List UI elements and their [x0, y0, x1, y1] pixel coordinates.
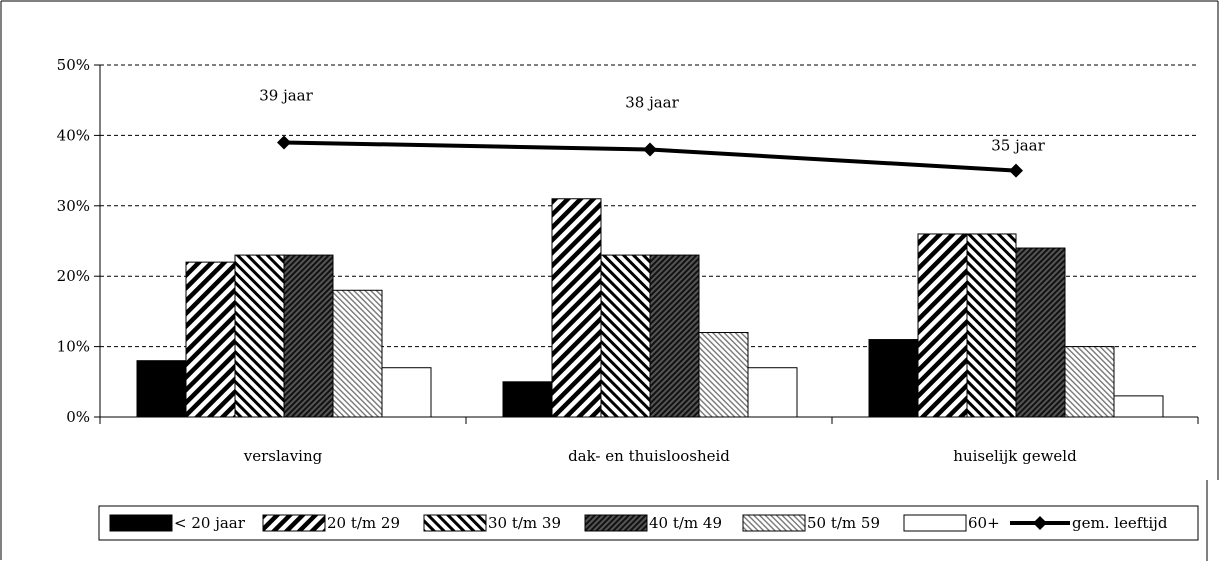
- legend-swatch: [262, 514, 326, 532]
- legend-swatch: [903, 514, 967, 532]
- bar: [234, 254, 285, 418]
- legend-label: 20 t/m 29: [327, 514, 400, 532]
- data-label: 35 jaar: [991, 137, 1045, 155]
- bar: [747, 367, 798, 418]
- bar: [917, 233, 968, 418]
- legend-label: 60+: [968, 514, 1000, 532]
- y-tick-label: 40%: [57, 126, 90, 144]
- legend-label: gem. leeftijd: [1072, 514, 1168, 532]
- data-label: 38 jaar: [625, 93, 679, 111]
- y-tick-label: 10%: [57, 338, 90, 356]
- x-axis-labels: verslaving dak- en thuisloosheid huiselijk…: [243, 447, 1077, 465]
- bar: [600, 254, 651, 418]
- legend-label: 40 t/m 49: [649, 514, 722, 532]
- bar: [381, 367, 432, 418]
- line-marker: [1009, 163, 1023, 178]
- category-label: huiselijk geweld: [953, 447, 1077, 465]
- line-series: 39 jaar 38 jaar 35 jaar: [259, 86, 1046, 178]
- bar: [868, 339, 919, 418]
- bar: [1064, 346, 1115, 418]
- legend-swatch: [423, 514, 487, 532]
- line-marker: [643, 142, 657, 157]
- axes: [99, 65, 1199, 424]
- bar: [283, 254, 334, 418]
- legend-label: 30 t/m 39: [488, 514, 561, 532]
- legend-swatch: [584, 514, 648, 532]
- bar: [332, 289, 383, 418]
- bar: [698, 332, 749, 418]
- legend-marker: [1033, 516, 1047, 530]
- y-tick-label: 50%: [57, 56, 90, 74]
- y-axis-ticks: 0% 10% 20% 30% 40% 50%: [57, 56, 100, 426]
- bar: [1113, 395, 1164, 418]
- y-tick-label: 20%: [57, 267, 90, 285]
- category-label: verslaving: [243, 447, 323, 465]
- legend: < 20 jaar 20 t/m 29 30 t/m 39 40 t/m 49 50 t…: [98, 505, 1199, 541]
- bar: [1015, 247, 1066, 418]
- legend-label: 50 t/m 59: [807, 514, 880, 532]
- data-label: 39 jaar: [259, 86, 313, 104]
- y-tick-label: 30%: [57, 197, 90, 215]
- bars: [136, 198, 1164, 418]
- line-marker: [277, 135, 291, 150]
- y-tick-label: 0%: [66, 408, 90, 426]
- bar: [966, 233, 1017, 418]
- legend-swatch: [109, 514, 173, 532]
- legend-swatch: [742, 514, 806, 532]
- legend-label: < 20 jaar: [174, 514, 246, 532]
- bar: [551, 198, 602, 418]
- bar: [502, 381, 553, 418]
- bar: [136, 360, 187, 418]
- bar: [649, 254, 700, 418]
- category-label: dak- en thuisloosheid: [568, 447, 730, 465]
- bar: [185, 261, 236, 418]
